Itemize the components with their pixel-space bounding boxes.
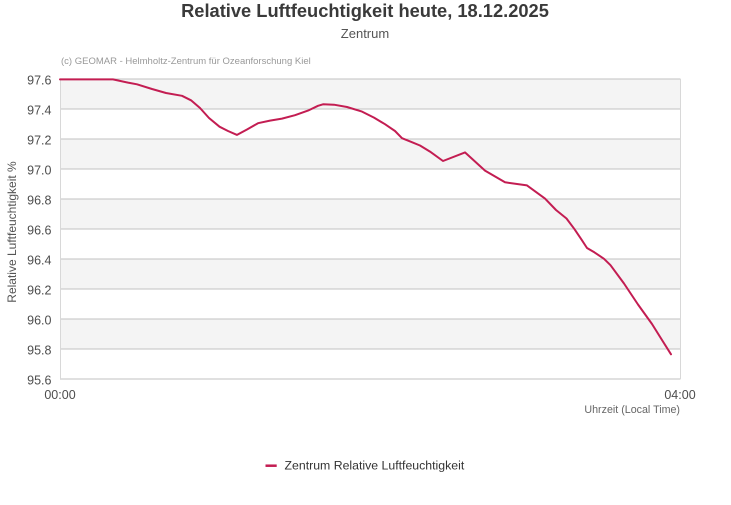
svg-text:04:00: 04:00 [664, 388, 695, 402]
svg-text:Zentrum: Zentrum [341, 26, 389, 41]
svg-text:97.2: 97.2 [27, 134, 51, 148]
svg-text:(c) GEOMAR - Helmholtz-Zentrum: (c) GEOMAR - Helmholtz-Zentrum für Ozean… [61, 56, 311, 67]
svg-text:96.0: 96.0 [27, 314, 51, 328]
svg-text:96.4: 96.4 [27, 254, 51, 268]
svg-text:96.2: 96.2 [27, 284, 51, 298]
svg-text:00:00: 00:00 [44, 388, 75, 402]
svg-text:Zentrum Relative Luftfeuchtigk: Zentrum Relative Luftfeuchtigkeit [285, 458, 465, 472]
svg-text:Relative Luftfeuchtigkeit heut: Relative Luftfeuchtigkeit heute, 18.12.2… [181, 0, 549, 21]
svg-text:95.8: 95.8 [27, 344, 51, 358]
svg-text:97.4: 97.4 [27, 104, 51, 118]
svg-text:97.6: 97.6 [27, 74, 51, 88]
svg-text:96.8: 96.8 [27, 194, 51, 208]
svg-text:96.6: 96.6 [27, 224, 51, 238]
svg-text:97.0: 97.0 [27, 164, 51, 178]
svg-text:95.6: 95.6 [27, 374, 51, 388]
svg-text:Relative Luftfeuchtigkeit %: Relative Luftfeuchtigkeit % [5, 161, 19, 303]
svg-text:Uhrzeit (Local Time): Uhrzeit (Local Time) [584, 404, 680, 416]
